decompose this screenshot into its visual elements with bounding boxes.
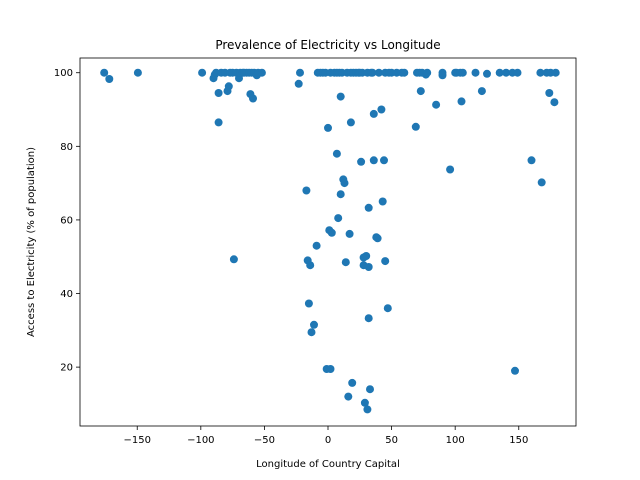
data-point (374, 68, 383, 77)
x-axis-label: Longitude of Country Capital (256, 459, 400, 470)
x-tick-label: −150 (123, 435, 150, 446)
data-point (340, 179, 349, 188)
data-point (373, 234, 382, 243)
data-point (294, 79, 303, 88)
data-point (364, 203, 373, 212)
chart-title: Prevalence of Electricity vs Longitude (215, 38, 440, 52)
data-point (551, 68, 560, 77)
points-layer (100, 68, 560, 414)
data-point (198, 68, 207, 77)
data-point (105, 75, 114, 83)
data-point (100, 68, 109, 77)
data-point (416, 87, 425, 96)
data-point (336, 92, 345, 101)
data-point (332, 149, 341, 158)
y-tick-label: 60 (60, 215, 73, 226)
data-point (348, 378, 357, 387)
data-point (369, 109, 378, 118)
data-point (324, 123, 332, 132)
plot-frame (79, 57, 577, 427)
y-axis-label: Access to Electricity (% of population) (26, 147, 37, 337)
data-point (377, 105, 386, 114)
x-tick-label: 50 (385, 435, 398, 446)
x-tick-label: 100 (446, 435, 465, 446)
data-point (346, 118, 355, 127)
data-point (326, 365, 335, 373)
data-point (302, 186, 311, 195)
ticks-layer: −150 −100 −50 0 50 100 150 20 40 60 80 100 (54, 68, 528, 446)
data-point (224, 82, 233, 91)
data-point (334, 214, 343, 223)
data-point (364, 314, 373, 323)
data-point (527, 156, 536, 165)
x-tick-label: −50 (254, 435, 275, 446)
data-point (381, 257, 390, 266)
data-point (369, 156, 378, 165)
data-point (306, 261, 315, 270)
y-tick-label: 20 (60, 363, 73, 374)
data-point (383, 304, 392, 313)
data-point (310, 320, 318, 329)
data-point (344, 392, 353, 401)
x-tick-label: 0 (325, 435, 331, 446)
data-point (368, 68, 377, 77)
data-point (550, 98, 559, 107)
y-tick-label: 80 (60, 142, 73, 153)
data-point (364, 263, 373, 271)
data-point (511, 366, 519, 375)
data-point (477, 87, 486, 96)
data-point (296, 68, 304, 77)
data-point (457, 97, 466, 106)
data-point (214, 89, 223, 97)
y-tick-label: 100 (54, 68, 73, 79)
data-point (307, 328, 316, 337)
data-point (537, 178, 546, 187)
data-point (446, 165, 455, 174)
data-point (423, 68, 432, 77)
data-point (363, 405, 372, 414)
data-point (214, 118, 223, 127)
data-point (513, 68, 522, 77)
data-point (483, 69, 491, 78)
data-point (400, 68, 409, 77)
data-point (378, 197, 387, 206)
data-point (312, 241, 321, 250)
data-point (438, 68, 447, 77)
data-point (360, 398, 369, 407)
data-point (362, 252, 371, 260)
data-point (345, 229, 354, 238)
data-point (304, 299, 313, 308)
y-tick-label: 40 (60, 289, 73, 300)
data-point (257, 68, 266, 77)
x-tick-label: 150 (509, 435, 528, 446)
data-point (495, 68, 504, 77)
data-point (432, 100, 441, 109)
data-point (249, 94, 257, 103)
data-point (502, 68, 511, 77)
data-point (380, 156, 388, 165)
data-point (458, 68, 467, 77)
data-point (411, 122, 420, 131)
x-tick-label: −100 (187, 435, 214, 446)
data-point (133, 68, 142, 77)
data-point (545, 89, 554, 97)
data-point (536, 68, 545, 77)
data-point (229, 255, 238, 264)
data-point (327, 228, 336, 237)
data-point (336, 190, 345, 199)
data-point (341, 258, 350, 267)
data-point (357, 157, 366, 166)
data-point (471, 68, 480, 77)
data-point (366, 385, 374, 394)
